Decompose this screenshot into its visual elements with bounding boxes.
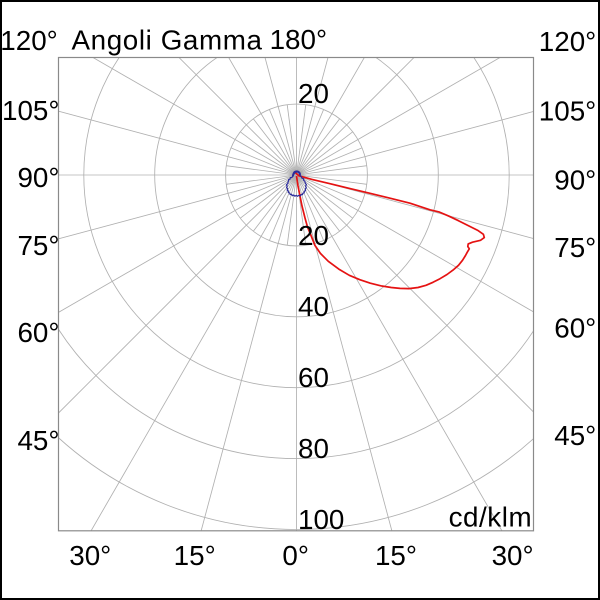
svg-text:15°: 15° (174, 540, 216, 571)
svg-text:120°: 120° (0, 25, 58, 56)
svg-text:60°: 60° (17, 317, 59, 348)
svg-text:30°: 30° (69, 540, 111, 571)
svg-text:30°: 30° (492, 540, 534, 571)
svg-text:60: 60 (298, 362, 329, 393)
svg-text:15°: 15° (375, 540, 417, 571)
svg-text:cd/klm: cd/klm (449, 502, 533, 533)
svg-text:90°: 90° (554, 164, 596, 195)
svg-text:80: 80 (298, 433, 329, 464)
svg-text:90°: 90° (17, 162, 59, 193)
svg-text:20: 20 (298, 220, 329, 251)
svg-text:20: 20 (298, 78, 329, 109)
svg-text:75°: 75° (17, 230, 59, 261)
svg-text:Angoli Gamma: Angoli Gamma (72, 24, 263, 55)
svg-text:0°: 0° (282, 540, 309, 571)
svg-text:180°: 180° (270, 24, 328, 55)
svg-text:75°: 75° (554, 232, 596, 263)
svg-text:45°: 45° (554, 420, 596, 451)
svg-text:45°: 45° (17, 425, 59, 456)
svg-text:105°: 105° (2, 95, 60, 126)
svg-text:60°: 60° (554, 313, 596, 344)
svg-text:105°: 105° (539, 95, 597, 126)
svg-text:120°: 120° (539, 26, 597, 57)
svg-text:40: 40 (298, 291, 329, 322)
svg-text:100: 100 (298, 504, 344, 535)
